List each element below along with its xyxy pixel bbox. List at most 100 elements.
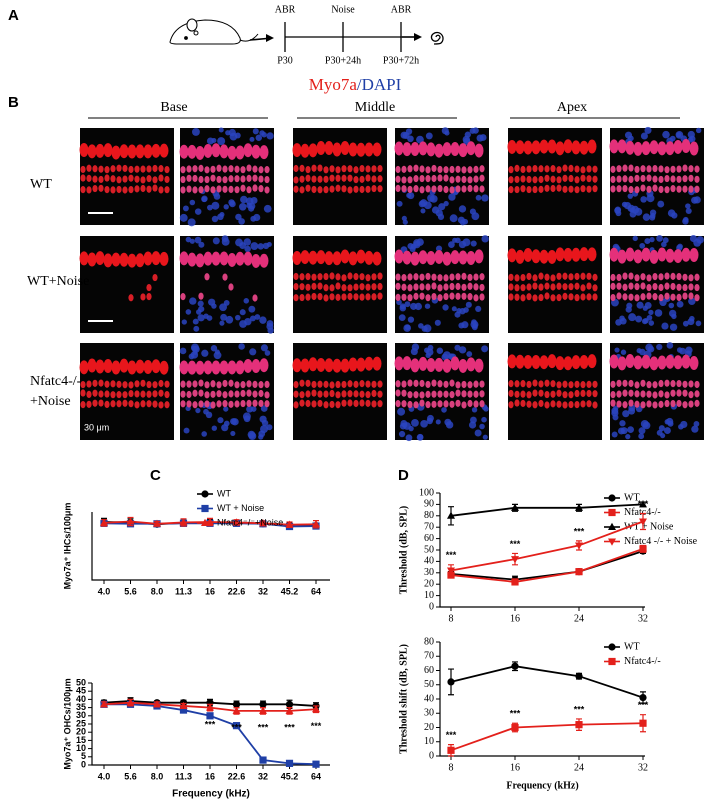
- ohc: [538, 380, 544, 388]
- ohc: [293, 390, 299, 398]
- ohc: [467, 273, 473, 282]
- nucleus: [246, 405, 253, 413]
- micrograph: [609, 342, 704, 440]
- nucleus: [398, 430, 406, 438]
- ohc: [568, 381, 574, 389]
- y-tick-label: 30: [424, 567, 434, 578]
- nucleus: [641, 318, 648, 325]
- x-tick-label: 11.3: [175, 771, 192, 781]
- nucleus: [192, 345, 200, 353]
- ohc: [574, 380, 580, 388]
- ohc: [86, 390, 92, 398]
- nucleus: [267, 327, 274, 334]
- ohc: [634, 294, 640, 302]
- timeline-event: ABR: [275, 4, 296, 15]
- ohc: [110, 380, 116, 388]
- micrograph: [394, 343, 489, 442]
- ohc: [198, 164, 204, 172]
- ohc: [628, 389, 634, 397]
- ihc: [143, 144, 153, 159]
- y-tick-label: 30: [424, 708, 434, 719]
- ihc: [227, 360, 237, 375]
- nucleus: [238, 343, 245, 350]
- ihc: [609, 354, 619, 369]
- ohc: [341, 185, 347, 193]
- x-tick-label: 8.0: [151, 586, 164, 596]
- nucleus: [427, 344, 434, 351]
- ohc: [252, 294, 258, 302]
- y-tick-label: 100: [419, 487, 434, 498]
- nucleus: [193, 325, 200, 332]
- nucleus: [203, 408, 209, 415]
- ihc: [641, 247, 651, 262]
- ohc: [688, 165, 694, 173]
- ohc: [299, 283, 305, 291]
- ihc: [625, 354, 635, 369]
- nucleus: [436, 347, 444, 354]
- marker: [126, 698, 135, 706]
- ihc: [689, 247, 699, 262]
- axes: [91, 512, 330, 581]
- ohc: [634, 274, 640, 282]
- ihc: [95, 143, 105, 158]
- ihc: [292, 143, 302, 158]
- nucleus: [676, 300, 684, 308]
- ohc: [646, 174, 652, 182]
- ihc: [507, 248, 517, 263]
- ihc: [657, 141, 667, 156]
- marker: [206, 712, 214, 720]
- ihc: [119, 144, 129, 159]
- ohc: [550, 165, 556, 173]
- ohc: [622, 379, 628, 387]
- nucleus: [411, 418, 419, 427]
- ihc: [79, 251, 89, 266]
- ohc: [437, 400, 443, 408]
- series-line: [450, 520, 644, 572]
- nucleus: [259, 130, 265, 136]
- ohc: [192, 401, 198, 409]
- nucleus: [663, 427, 671, 435]
- ihc: [394, 356, 404, 371]
- ohc: [574, 176, 580, 184]
- ohc: [395, 400, 401, 408]
- ohc: [467, 282, 473, 290]
- ihc: [300, 143, 310, 158]
- nucleus: [442, 351, 451, 360]
- nucleus: [457, 216, 465, 224]
- condition-label: +Noise: [30, 394, 71, 409]
- ohc: [640, 184, 646, 192]
- micrograph: [79, 236, 174, 333]
- ohc: [204, 185, 210, 193]
- ohc: [455, 175, 461, 183]
- marker: [259, 706, 267, 714]
- ohc: [395, 380, 401, 388]
- nucleus: [644, 126, 652, 134]
- ihc: [539, 249, 549, 264]
- ihc: [641, 141, 651, 156]
- ohc: [556, 294, 562, 302]
- ihc: [515, 140, 525, 155]
- nucleus: [399, 303, 406, 310]
- nucleus: [472, 323, 478, 329]
- ihc: [665, 354, 675, 369]
- ohc: [538, 175, 544, 184]
- marker: [206, 703, 214, 711]
- ohc: [532, 274, 538, 282]
- ohc: [508, 186, 514, 194]
- nucleus: [636, 301, 644, 309]
- ohc: [204, 400, 210, 408]
- y-tick-label: 90: [424, 499, 434, 510]
- ohc: [646, 292, 652, 300]
- ohc: [240, 381, 246, 389]
- marker: [639, 545, 647, 553]
- ohc: [377, 292, 383, 300]
- ohc: [443, 380, 449, 388]
- nucleus: [671, 212, 678, 219]
- ohc: [116, 400, 122, 408]
- ohc: [413, 391, 419, 399]
- ohc: [479, 390, 485, 398]
- legend-label: WT: [217, 488, 231, 498]
- ohc: [80, 380, 86, 389]
- x-tick-label: 24: [574, 762, 584, 773]
